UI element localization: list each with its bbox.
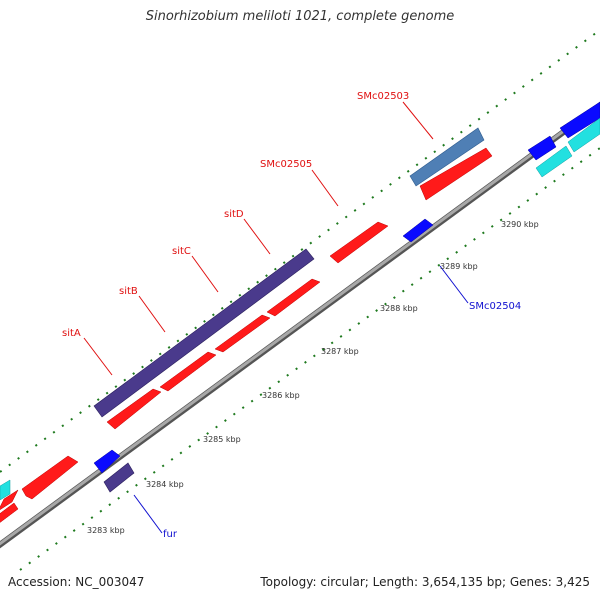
gene-arrow-reverse [0, 479, 11, 501]
gene-arrow-reverse [535, 145, 573, 178]
tick-label: 3289 kbp [440, 262, 478, 271]
inner-dot-ring [19, 147, 600, 571]
gene-arrow-reverse [527, 135, 557, 161]
tick-label: 3290 kbp [501, 220, 539, 229]
gene-labels: sitA sitB sitC sitD SMc02505 SMc02503 SM… [62, 91, 521, 540]
sit-operon-bar [93, 248, 315, 418]
operon-bars [93, 127, 485, 493]
fur-operon-bar [103, 462, 135, 493]
gene-label-SMc02504: SMc02504 [469, 301, 521, 312]
gene-label-sitA: sitA [62, 328, 81, 339]
reverse-genes [0, 101, 600, 501]
gene-arrow-reverse [559, 101, 600, 139]
genome-summary: Topology: circular; Length: 3,654,135 bp… [260, 575, 590, 589]
gene-label-SMc02505: SMc02505 [260, 159, 312, 170]
tick-label: 3286 kbp [262, 391, 300, 400]
SMc02504-gene [402, 218, 434, 243]
gene-arrow-forward [0, 502, 19, 523]
tick-label: 3288 kbp [380, 304, 418, 313]
gene-label-fur: fur [163, 529, 178, 540]
gene-label-sitB: sitB [119, 286, 138, 297]
label-leaders [83, 101, 469, 534]
sitC-gene [214, 314, 271, 353]
highlight-gene-bar [409, 127, 485, 187]
map-title: Sinorhizobium meliloti 1021, complete ge… [145, 9, 455, 24]
tick-labels: 3283 kbp 3284 kbp 3285 kbp 3286 kbp 3287… [87, 220, 539, 535]
tick-label: 3283 kbp [87, 526, 125, 535]
SMc02503-gene [419, 147, 493, 201]
tick-label: 3285 kbp [203, 435, 241, 444]
fur-gene [93, 449, 121, 474]
gene-arrow-forward [0, 489, 19, 511]
sitB-gene [159, 351, 217, 392]
gene-arrow-reverse [567, 117, 600, 153]
outer-dot-ring [0, 29, 600, 473]
gene-label-sitD: sitD [224, 209, 244, 220]
backbone [0, 101, 600, 549]
forward-genes [0, 147, 493, 523]
tick-label: 3284 kbp [146, 480, 184, 489]
gene-label-SMc02503: SMc02503 [357, 91, 409, 102]
gene-arrow-forward [21, 455, 79, 500]
tick-label: 3287 kbp [321, 347, 359, 356]
sitA-gene [106, 388, 162, 430]
sitD-gene [266, 278, 321, 317]
gene-label-sitC: sitC [172, 246, 191, 257]
accession-text: Accession: NC_003047 [8, 575, 145, 589]
SMc02505-gene [329, 221, 389, 264]
